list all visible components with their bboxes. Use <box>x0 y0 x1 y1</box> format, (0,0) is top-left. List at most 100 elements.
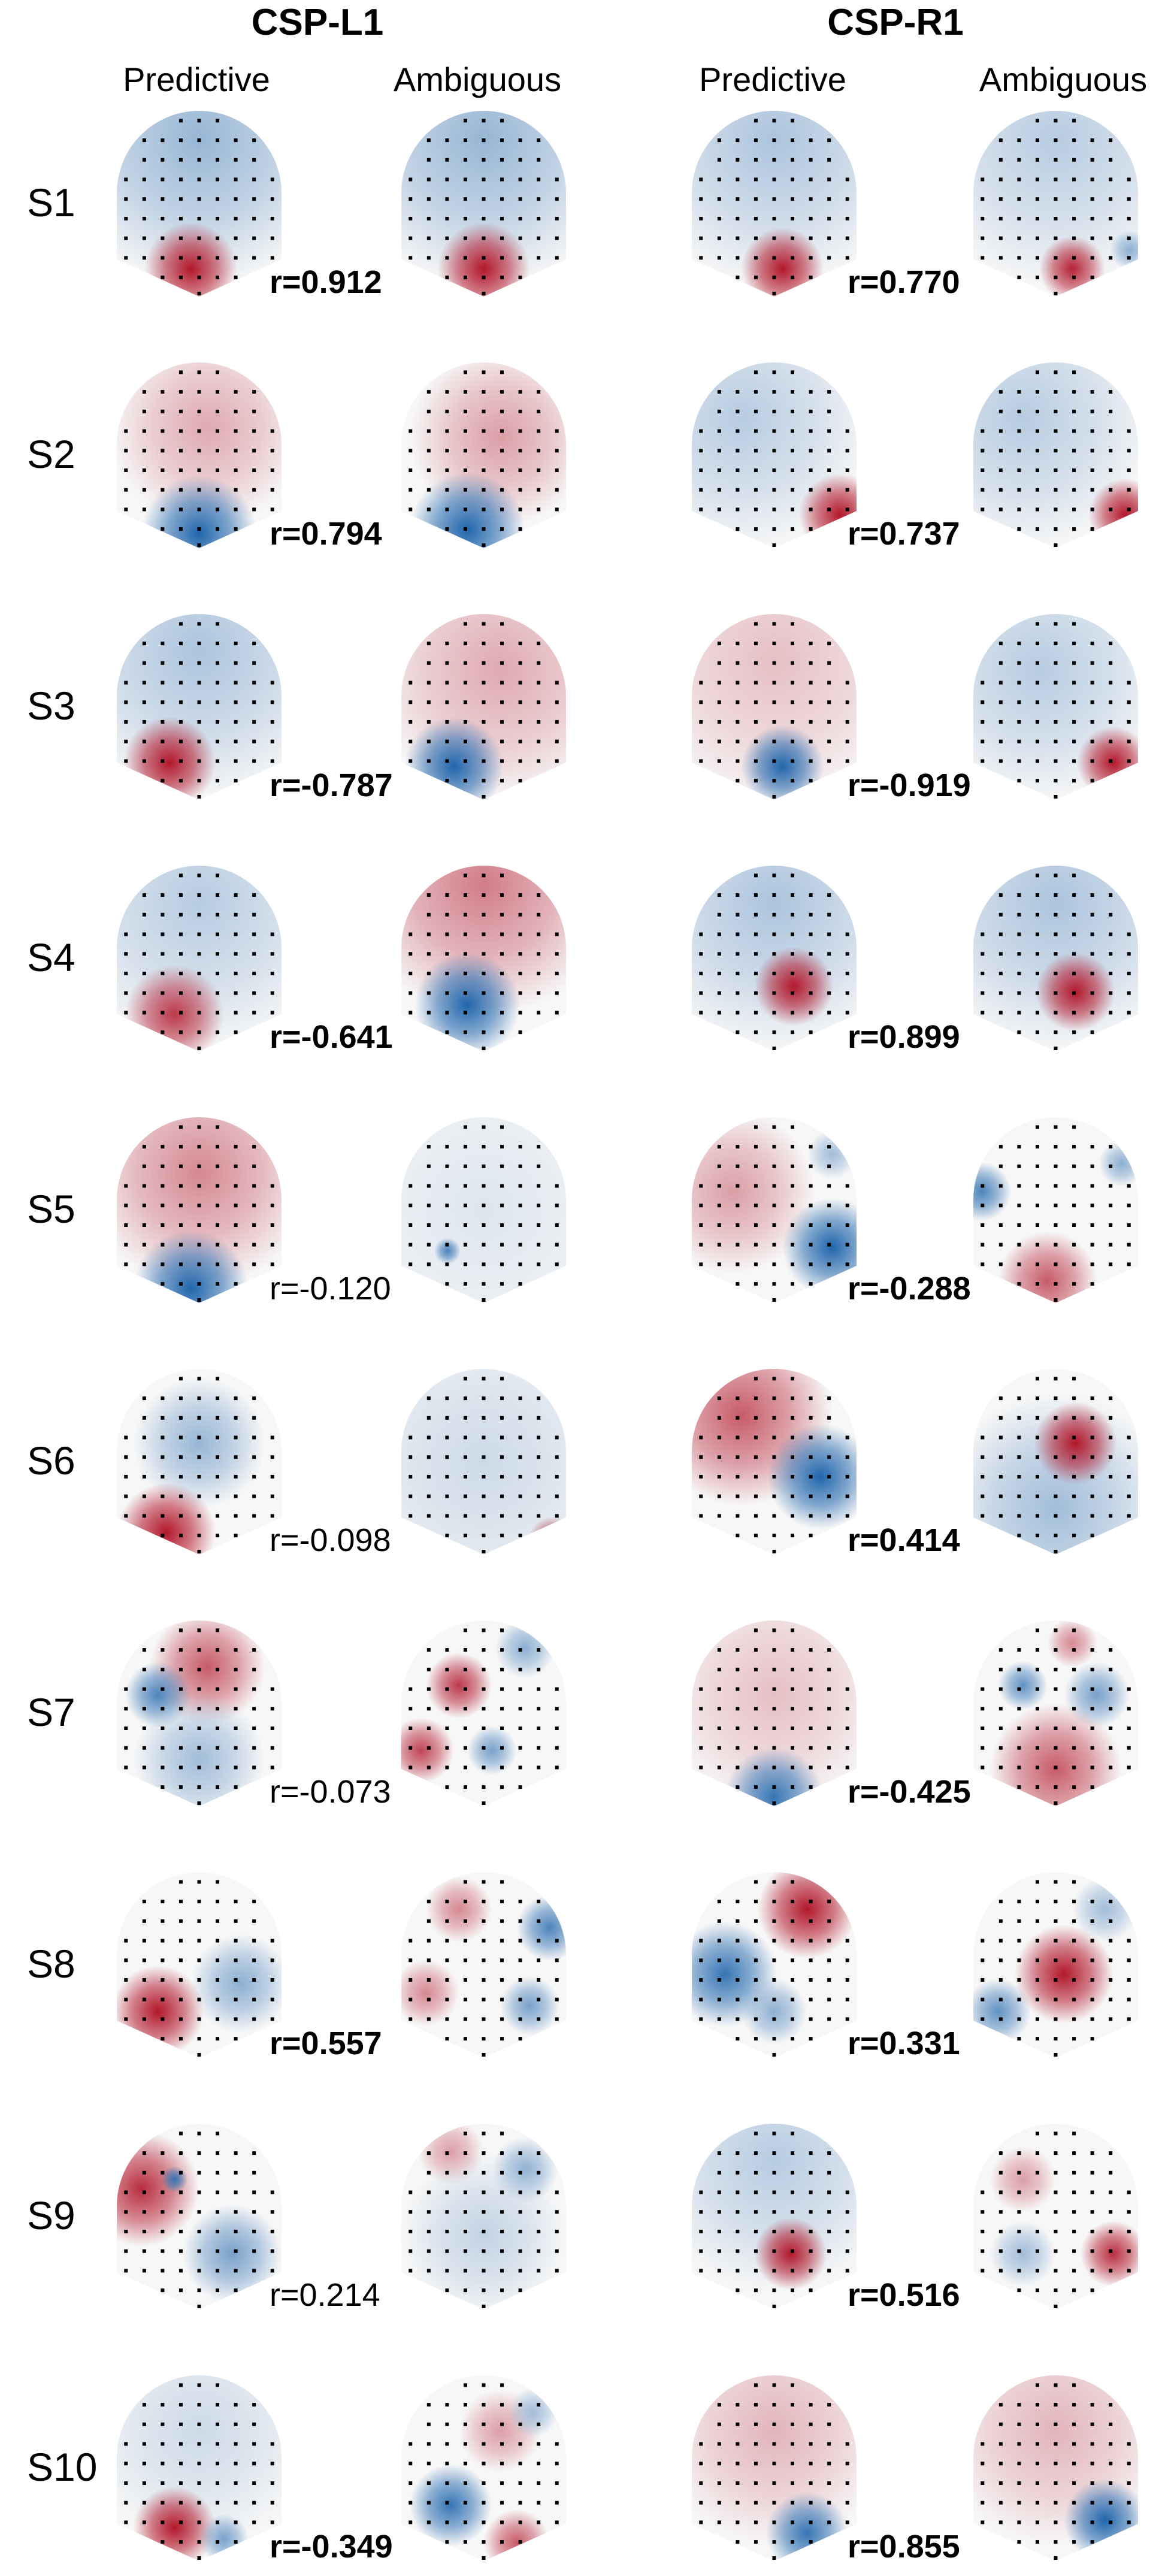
topomap-s5-r1-predictive <box>692 1117 857 1303</box>
topomap-s6-r1-ambiguous <box>973 1369 1138 1555</box>
csp-l1-correlation: r=0.794 <box>270 516 382 552</box>
sensor-dots <box>408 1377 559 1553</box>
topomap-s10-l1-ambiguous <box>401 2375 566 2561</box>
topomap-s5-l1-predictive <box>117 1117 282 1303</box>
sensor-dots <box>408 622 559 799</box>
csp-l1-correlation: r=-0.641 <box>270 1019 393 1055</box>
topomap-s6-r1-predictive <box>692 1369 857 1555</box>
topomap-s8-r1-predictive <box>692 1872 857 2058</box>
sensor-dots <box>699 2131 849 2308</box>
csp-r1-correlation: r=-0.919 <box>848 767 971 803</box>
topomap-s8-r1-ambiguous <box>973 1872 1138 2058</box>
sensor-dots <box>124 1880 274 2057</box>
sensor-dots <box>408 873 559 1050</box>
topomap-s2-l1-ambiguous <box>401 362 566 548</box>
csp-r1-correlation: r=0.737 <box>848 516 960 552</box>
topomap-s3-l1-ambiguous <box>401 614 566 800</box>
sensor-dots <box>699 1628 849 1805</box>
csp-r1-correlation: r=-0.288 <box>848 1271 971 1307</box>
sensor-dots <box>981 1125 1131 1302</box>
csp-r1-correlation: r=0.855 <box>848 2529 960 2565</box>
csp-l1-correlation: r=0.912 <box>270 264 382 300</box>
header-r1-predictive: Predictive <box>699 61 846 98</box>
topomap-s10-r1-ambiguous <box>973 2375 1138 2561</box>
sensor-dots <box>408 1880 559 2057</box>
topomap-s2-l1-predictive <box>117 362 282 548</box>
csp-l1-correlation: r=-0.787 <box>270 767 393 803</box>
topomap-s2-r1-predictive <box>692 362 857 548</box>
sensor-dots <box>408 2131 559 2308</box>
topomap-s7-l1-predictive <box>117 1620 282 1806</box>
sensor-dots <box>124 2383 274 2560</box>
sensor-dots <box>981 622 1131 799</box>
subject-label: S7 <box>27 1690 75 1734</box>
sensor-dots <box>981 1377 1131 1553</box>
sensor-dots <box>408 1628 559 1805</box>
subject-label: S6 <box>27 1438 75 1483</box>
subject-label: S10 <box>27 2445 98 2489</box>
topomap-s1-r1-ambiguous <box>973 111 1138 297</box>
csp-l1-correlation: r=-0.120 <box>270 1271 391 1307</box>
sensor-dots <box>124 1377 274 1553</box>
topomap-s7-r1-ambiguous <box>973 1620 1138 1806</box>
sensor-dots <box>124 119 274 295</box>
sensor-dots <box>981 2383 1131 2560</box>
sensor-dots <box>699 1125 849 1302</box>
sensor-dots <box>981 119 1131 295</box>
topomap-s4-l1-predictive <box>117 866 282 1051</box>
csp-r1-correlation: r=0.516 <box>848 2277 960 2313</box>
topomap-s3-l1-predictive <box>117 614 282 800</box>
topomap-s1-r1-predictive <box>692 111 857 297</box>
topomap-s1-l1-predictive <box>117 111 282 297</box>
subject-label: S5 <box>27 1187 75 1231</box>
topomap-s6-l1-ambiguous <box>401 1369 566 1555</box>
topomap-s10-r1-predictive <box>692 2375 857 2561</box>
topomap-s3-r1-predictive <box>692 614 857 800</box>
header-l1-predictive: Predictive <box>123 61 270 98</box>
sensor-dots <box>124 622 274 799</box>
csp-l1-correlation: r=-0.098 <box>270 1522 391 1558</box>
topomap-s6-l1-predictive <box>117 1369 282 1555</box>
csp-r1-correlation: r=0.770 <box>848 264 960 300</box>
sensor-dots <box>699 1880 849 2057</box>
sensor-dots <box>699 2383 849 2560</box>
csp-r1-correlation: r=0.414 <box>848 1522 960 1558</box>
subject-label: S9 <box>27 2193 75 2238</box>
subject-label: S3 <box>27 684 75 728</box>
topomap-s5-l1-ambiguous <box>401 1117 566 1303</box>
subject-label: S2 <box>27 432 75 476</box>
csp-r1-correlation: r=0.331 <box>848 2025 960 2061</box>
sensor-dots <box>981 370 1131 547</box>
topomap-s7-l1-ambiguous <box>401 1620 566 1806</box>
sensor-dots <box>124 2131 274 2308</box>
sensor-dots <box>699 622 849 799</box>
topomap-s9-l1-ambiguous <box>401 2124 566 2309</box>
sensor-dots <box>124 1125 274 1302</box>
sensor-dots <box>699 370 849 547</box>
subject-label: S4 <box>27 935 75 979</box>
sensor-dots <box>981 873 1131 1050</box>
csp-r1-correlation: r=-0.425 <box>848 1774 971 1810</box>
sensor-dots <box>981 2131 1131 2308</box>
topomap-s4-r1-ambiguous <box>973 866 1138 1051</box>
sensor-dots <box>124 873 274 1050</box>
header-r1-ambiguous: Ambiguous <box>979 61 1148 98</box>
sensor-dots <box>699 873 849 1050</box>
topomap-s4-r1-predictive <box>692 866 857 1051</box>
topomap-s8-l1-predictive <box>117 1872 282 2058</box>
topomap-s1-l1-ambiguous <box>401 111 566 297</box>
sensor-dots <box>124 370 274 547</box>
sensor-dots <box>981 1628 1131 1805</box>
topomap-s10-l1-predictive <box>117 2375 282 2561</box>
subject-label: S1 <box>27 180 75 225</box>
topomap-s9-r1-ambiguous <box>973 2124 1138 2309</box>
sensor-dots <box>408 1125 559 1302</box>
subject-label: S8 <box>27 1942 75 1986</box>
column-title-csp-r1: CSP-R1 <box>827 2 964 43</box>
sensor-dots <box>408 2383 559 2560</box>
csp-l1-correlation: r=0.557 <box>270 2025 382 2061</box>
sensor-dots <box>981 1880 1131 2057</box>
sensor-dots <box>408 370 559 547</box>
topomap-s2-r1-ambiguous <box>973 362 1138 548</box>
